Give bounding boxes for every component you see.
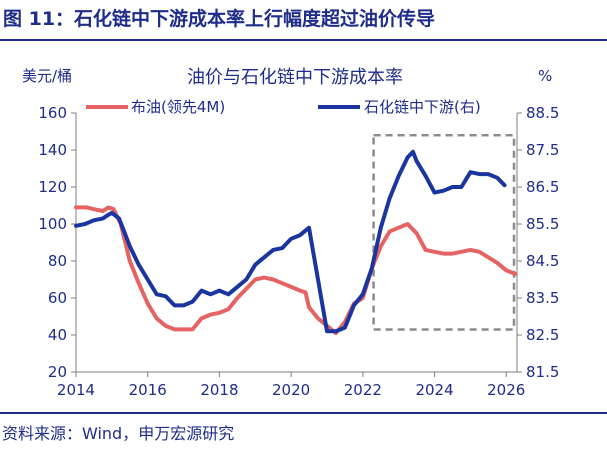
y-left-tick-label: 20 <box>48 363 67 381</box>
y-left-tick-label: 120 <box>38 178 67 196</box>
chart-title: 油价与石化链中下游成本率 <box>187 67 403 88</box>
line-chart: 油价与石化链中下游成本率 美元/桶 % 20 40 60 80 100 120 140 160… <box>22 67 559 399</box>
source-note: 资料来源：Wind，申万宏源研究 <box>2 424 235 443</box>
y-left-tick-label: 60 <box>48 289 67 307</box>
source-rule <box>0 412 607 414</box>
y-right-tick-label: 83.5 <box>526 289 559 307</box>
y-left-tick-label: 80 <box>48 252 67 270</box>
y-right-tick-label: 82.5 <box>526 326 559 344</box>
x-tick-label: 2014 <box>57 381 95 399</box>
series-line-brent <box>74 205 518 336</box>
y-right-tick-label: 88.5 <box>526 104 559 122</box>
y-left-unit: 美元/桶 <box>22 67 72 85</box>
y-right-tick-label: 81.5 <box>526 363 559 381</box>
highlight-box <box>372 133 516 331</box>
y-left-tick-label: 40 <box>48 326 67 344</box>
axes: 20 40 60 80 100 120 140 160 81.5 82.5 83.5 84.5 85.5… <box>38 104 559 399</box>
y-right-tick-label: 85.5 <box>526 215 559 233</box>
x-tick-label: 2020 <box>272 381 310 399</box>
y-left-tick-label: 160 <box>38 104 67 122</box>
legend-label-brent: 布油(领先4M) <box>131 98 225 116</box>
series-lines <box>74 149 518 336</box>
legend: 布油(领先4M) 石化链中下游(右) <box>86 98 481 116</box>
series-line-petrochem <box>74 149 507 334</box>
y-right-tick-label: 87.5 <box>526 141 559 159</box>
y-left-tick-label: 140 <box>38 141 67 159</box>
y-right-tick-label: 86.5 <box>526 178 559 196</box>
highlight-box-rect <box>372 133 516 331</box>
y-right-unit: % <box>538 67 552 85</box>
x-tick-label: 2018 <box>200 381 238 399</box>
x-tick-label: 2026 <box>487 381 525 399</box>
y-left-tick-label: 100 <box>38 215 67 233</box>
figure-title: 图 11：石化链中下游成本率上行幅度超过油价传导 <box>3 8 436 30</box>
x-tick-label: 2016 <box>129 381 167 399</box>
title-rule <box>0 39 607 41</box>
x-tick-label: 2022 <box>344 381 382 399</box>
x-tick-label: 2024 <box>415 381 453 399</box>
y-right-tick-label: 84.5 <box>526 252 559 270</box>
legend-label-petrochem: 石化链中下游(右) <box>364 98 481 116</box>
